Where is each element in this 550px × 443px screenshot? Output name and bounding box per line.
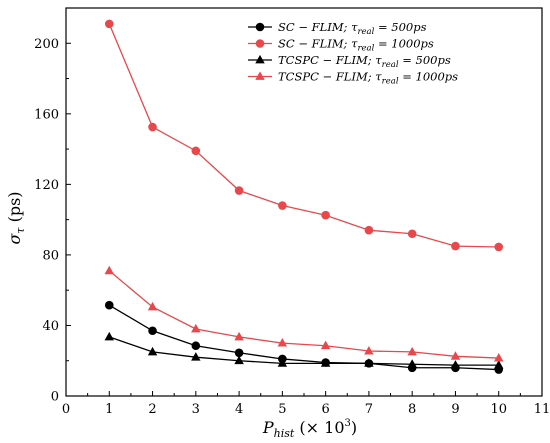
x-tick-label: 6 [321,402,329,417]
data-point [148,326,157,336]
legend-item: SC − FLIM; τreal = 500ps [248,20,427,37]
legend-label: SC − FLIM; τreal = 500ps [278,20,427,37]
data-point [364,345,374,355]
data-point [320,340,331,350]
x-axis-title: Phist (× 103) [262,418,357,440]
data-point [494,242,504,252]
x-tick-label: 0 [62,402,70,417]
data-point [104,265,115,275]
data-point [451,241,460,251]
data-point [255,39,265,48]
data-point [450,360,461,369]
x-tick-label: 3 [192,402,200,417]
y-tick-label: 200 [34,37,59,52]
data-point [148,122,157,132]
data-point [147,346,158,356]
x-tick-label: 1 [105,402,113,417]
series-line [108,304,499,371]
x-tick-label: 2 [148,402,156,417]
data-point [255,22,265,32]
legend-label: SC − FLIM; τreal = 1000ps [278,37,434,54]
data-point [255,71,265,80]
x-tick-label: 11 [534,402,550,417]
y-tick-label: 0 [51,390,59,405]
x-tick-label: 4 [235,402,243,417]
legend-label: TCSPC − FLIM; τreal = 500ps [278,53,451,70]
data-point [104,19,114,29]
series-2 [104,19,504,252]
y-tick-label: 40 [42,319,59,334]
x-tick-label: 9 [451,402,459,417]
data-point [234,186,244,195]
y-tick-label: 160 [34,107,59,122]
data-point [450,351,461,360]
data-point [191,146,201,156]
x-tick-label: 7 [365,402,373,417]
data-point [104,300,114,310]
data-point [104,331,115,341]
x-tick-label: 10 [490,402,507,417]
series-layer [104,19,504,374]
data-point [234,355,244,365]
y-axis: 0 40 80 120 160 200 [34,37,71,405]
y-axis-title: στ (ps) [5,191,27,244]
data-point [255,54,265,64]
data-point [234,348,244,358]
data-point [191,352,201,361]
y-tick-label: 120 [34,178,59,193]
data-point [191,323,201,333]
data-point [191,341,201,351]
data-point [493,360,504,369]
data-point [321,210,330,220]
data-point [407,346,417,356]
x-axis: 0 1 2 3 4 5 6 7 8 9 10 11 [62,391,550,417]
x-tick-label: 5 [278,402,286,417]
data-point [277,338,288,347]
data-point [364,358,374,367]
data-point [407,359,417,368]
series-line [108,270,499,359]
data-point [493,353,504,362]
data-point [234,331,244,341]
series-4 [104,265,504,362]
y-tick-label: 80 [42,248,59,263]
data-point [147,301,158,311]
data-point [320,358,331,367]
x-tick-label: 8 [408,402,416,417]
data-point [278,201,287,210]
legend-item: SC − FLIM; τreal = 1000ps [248,37,434,54]
data-point [277,358,288,367]
data-point [364,225,374,235]
data-point [407,229,417,239]
legend-item: TCSPC − FLIM; τreal = 500ps [248,53,451,70]
series-3 [104,331,504,369]
series-line [109,336,499,366]
legend-label: TCSPC − FLIM; τreal = 1000ps [278,70,458,87]
series-line [108,23,499,248]
legend-item: TCSPC − FLIM; τreal = 1000ps [248,70,458,87]
